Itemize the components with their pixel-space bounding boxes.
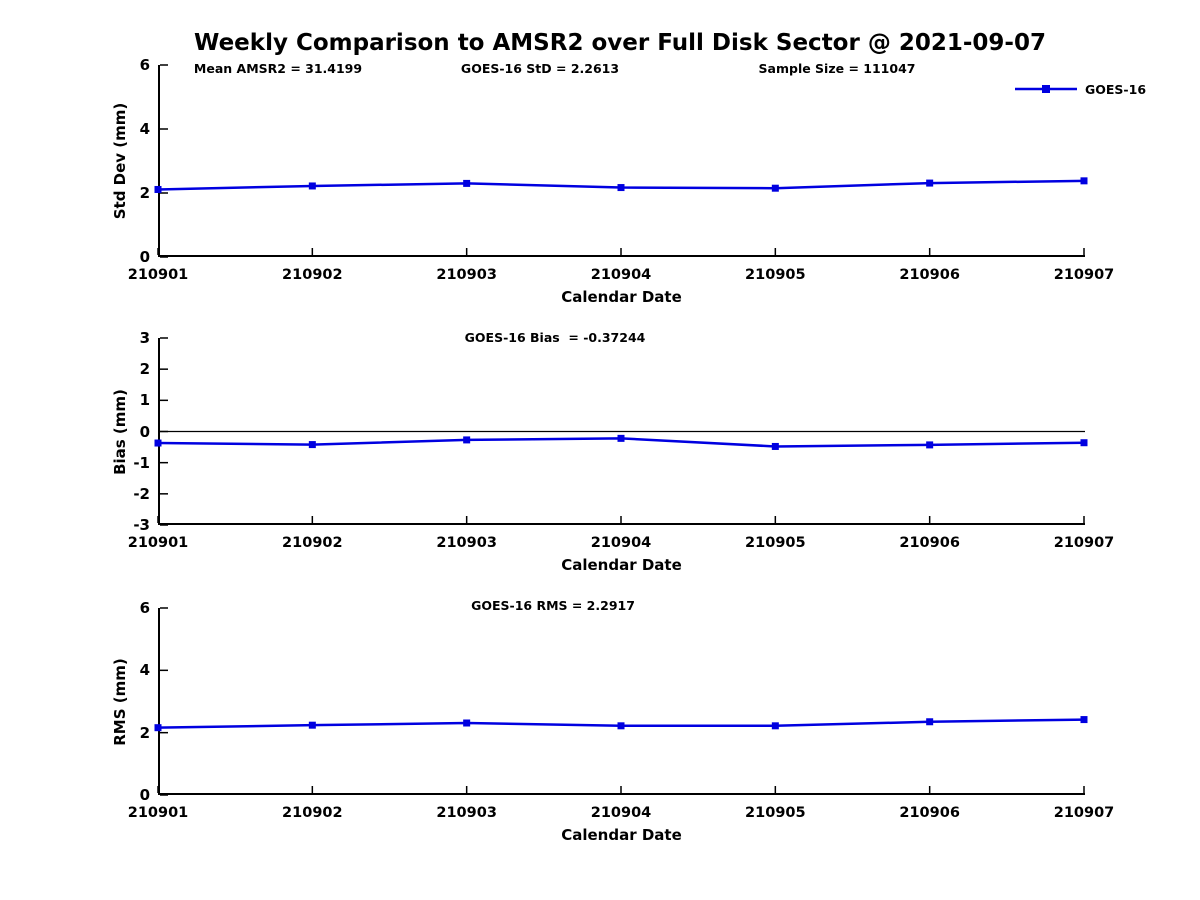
x-tick-label: 210901 xyxy=(127,805,189,821)
data-point-marker xyxy=(617,722,625,730)
x-tick-label: 210906 xyxy=(899,535,960,551)
x-tick-label: 210904 xyxy=(590,267,652,283)
x-axis-label: Calendar Date xyxy=(561,556,682,574)
x-tick-label: 210902 xyxy=(282,535,343,551)
y-axis-label: Std Dev (mm) xyxy=(111,102,129,220)
legend-line-sample xyxy=(1015,85,1077,93)
subplot-bias: 3 2 1 0 -1 -2 -3 210901 210902 210903 210904 210905… xyxy=(111,329,1114,574)
data-point-marker xyxy=(154,185,162,193)
subplot-bias-title: GOES-16 Bias = -0.37244 xyxy=(464,330,646,345)
data-point-marker xyxy=(463,436,471,444)
y-tick-label: -2 xyxy=(133,484,150,503)
y-axis-label: Bias (mm) xyxy=(111,388,129,475)
x-tick-label: 210904 xyxy=(590,805,652,821)
data-point-marker xyxy=(617,434,625,442)
y-tick-label: -3 xyxy=(133,516,150,534)
y-tick-label: 0 xyxy=(139,786,150,804)
data-point-marker xyxy=(308,182,316,190)
x-tick-label: 210902 xyxy=(282,805,343,821)
y-tick-label: 0 xyxy=(139,248,150,266)
data-point-marker xyxy=(926,179,934,187)
x-tick-label: 210904 xyxy=(590,535,652,551)
chart-title: Weekly Comparison to AMSR2 over Full Dis… xyxy=(194,30,1046,56)
subplot-rms: 0 2 4 6 210901 210902 210903 210904 210905 210906… xyxy=(111,599,1114,844)
data-point-marker xyxy=(771,722,779,730)
x-tick-label: 210905 xyxy=(745,267,806,283)
data-point-marker xyxy=(308,441,316,449)
y-axis-label: RMS (mm) xyxy=(111,657,129,746)
x-tick-label: 210903 xyxy=(436,267,497,283)
y-tick-label: 0 xyxy=(139,422,150,441)
x-tick-label: 210907 xyxy=(1053,267,1115,283)
y-tick-label: 2 xyxy=(139,360,150,379)
data-point-marker xyxy=(617,184,625,192)
y-tick-label: 6 xyxy=(139,599,150,617)
x-tick-label: 210903 xyxy=(436,535,497,551)
y-tick-label: 6 xyxy=(139,56,150,74)
plot-canvas xyxy=(154,64,1088,258)
x-tick-label: 210907 xyxy=(1053,805,1115,821)
annotation-goes-std: GOES-16 StD = 2.2613 xyxy=(460,61,620,76)
y-tick-label: 3 xyxy=(139,329,150,347)
y-tick-label: -1 xyxy=(133,453,150,472)
x-tick-label: 210906 xyxy=(899,805,960,821)
x-tick-label: 210906 xyxy=(899,267,960,283)
x-axis-label: Calendar Date xyxy=(561,826,682,844)
x-tick-label: 210903 xyxy=(436,805,497,821)
y-tick-label: 2 xyxy=(139,184,150,202)
y-tick-label: 1 xyxy=(139,391,150,410)
data-point-marker xyxy=(1080,716,1088,724)
y-tick-label: 4 xyxy=(139,661,150,680)
legend: GOES-16 xyxy=(1015,80,1146,98)
data-point-marker xyxy=(463,719,471,727)
annotation-sample-size: Sample Size = 111047 xyxy=(758,61,916,76)
data-point-marker xyxy=(1080,439,1088,447)
legend-label: GOES-16 xyxy=(1085,81,1147,97)
subplot-rms-title: GOES-16 RMS = 2.2917 xyxy=(471,598,635,613)
data-point-marker xyxy=(926,718,934,726)
x-tick-label: 210901 xyxy=(127,267,189,283)
data-point-marker xyxy=(154,439,162,447)
annotation-mean-amsr2: Mean AMSR2 = 31.4199 xyxy=(193,61,363,76)
data-point-marker xyxy=(463,179,471,187)
x-tick-label: 210905 xyxy=(745,805,806,821)
data-point-marker xyxy=(1080,177,1088,185)
x-tick-label: 210901 xyxy=(127,535,189,551)
data-point-marker xyxy=(308,721,316,729)
data-point-marker xyxy=(771,184,779,192)
x-tick-label: 210905 xyxy=(745,535,806,551)
x-axis-label: Calendar Date xyxy=(561,288,682,306)
data-point-marker xyxy=(154,724,162,732)
data-point-marker xyxy=(771,442,779,450)
subplot-std-dev: 0 2 4 6 210901 210902 210903 210904 210905 210906… xyxy=(111,56,1114,306)
plot-canvas xyxy=(154,337,1088,526)
x-tick-label: 210907 xyxy=(1053,535,1115,551)
y-tick-label: 2 xyxy=(139,723,150,742)
data-point-marker xyxy=(926,441,934,449)
x-tick-label: 210902 xyxy=(282,267,343,283)
plot-canvas xyxy=(154,607,1088,796)
y-tick-label: 4 xyxy=(139,120,150,138)
